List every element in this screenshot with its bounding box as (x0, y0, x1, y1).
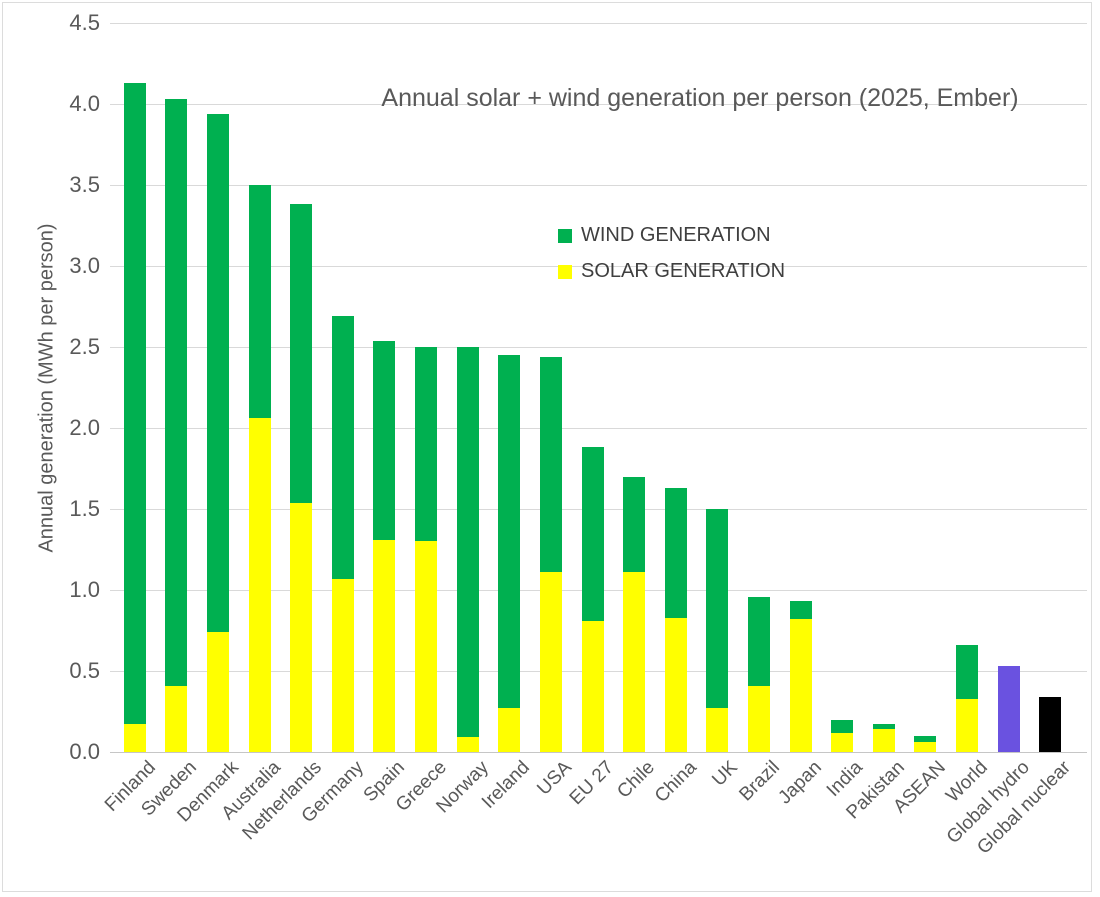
bar-japan (780, 23, 822, 752)
bar-sweden (156, 23, 198, 752)
segment-solar (373, 539, 396, 752)
gridline-3.5 (110, 185, 1087, 186)
chart-title: Annual solar + wind generation per perso… (381, 84, 1019, 112)
segment-other (997, 666, 1020, 752)
segment-wind (914, 735, 937, 743)
gridline-0.0 (110, 752, 1087, 753)
legend-item-solar: SOLAR GENERATION (558, 260, 785, 283)
legend: WIND GENERATION SOLAR GENERATION (558, 224, 785, 296)
segment-wind (456, 347, 479, 738)
bar-pakistan (863, 23, 905, 752)
bar-netherlands (280, 23, 322, 752)
bars-container (114, 23, 1071, 752)
bar-brazil (738, 23, 780, 752)
segment-wind (207, 113, 230, 633)
y-tick-label-3.0: 3.0 (69, 253, 100, 278)
y-tick-label-1.0: 1.0 (69, 577, 100, 602)
segment-wind (872, 724, 895, 730)
segment-solar (248, 418, 271, 752)
segment-wind (623, 476, 646, 573)
segment-wind (539, 356, 562, 573)
y-tick-label-3.5: 3.5 (69, 172, 100, 197)
segment-solar (498, 708, 521, 752)
segment-solar (872, 729, 895, 752)
segment-solar (664, 617, 687, 752)
segment-solar (207, 632, 230, 752)
segment-wind (581, 447, 604, 621)
bar-india (821, 23, 863, 752)
bar-denmark (197, 23, 239, 752)
y-tick-label-2.5: 2.5 (69, 334, 100, 359)
segment-solar (706, 708, 729, 752)
segment-solar (539, 572, 562, 752)
legend-label: WIND GENERATION (581, 224, 771, 246)
bar-norway (447, 23, 489, 752)
segment-solar (914, 742, 937, 752)
y-axis-ticks: 0.0 0.5 1.0 1.5 2.0 2.5 3.0 3.5 4.0 4.5 (0, 0, 100, 897)
y-axis-title: Annual generation (MWh per person) (35, 223, 58, 553)
segment-other (1039, 696, 1062, 752)
legend-item-wind: WIND GENERATION (558, 224, 785, 247)
segment-wind (331, 316, 354, 579)
bar-spain (364, 23, 406, 752)
segment-solar (165, 685, 188, 752)
segment-wind (373, 340, 396, 540)
y-tick-label-4.5: 4.5 (69, 10, 100, 35)
segment-solar (456, 737, 479, 752)
bar-ireland (488, 23, 530, 752)
bar-global-nuclear (1029, 23, 1071, 752)
segment-wind (123, 82, 146, 725)
bar-uk (697, 23, 739, 752)
segment-wind (415, 347, 438, 542)
bar-chile (613, 23, 655, 752)
segment-solar (331, 578, 354, 752)
segment-wind (165, 99, 188, 686)
segment-wind (706, 509, 729, 709)
segment-solar (415, 541, 438, 752)
gridline-2.0 (110, 428, 1087, 429)
y-tick-label-0.0: 0.0 (69, 739, 100, 764)
gridline-4.0 (110, 104, 1087, 105)
segment-wind (664, 487, 687, 618)
bar-eu-27 (572, 23, 614, 752)
segment-wind (789, 601, 812, 620)
segment-wind (290, 204, 313, 503)
segment-solar (290, 502, 313, 752)
bar-greece (405, 23, 447, 752)
segment-solar (623, 572, 646, 752)
gridline-2.5 (110, 347, 1087, 348)
gridline-4.5 (110, 23, 1087, 24)
segment-wind (498, 355, 521, 709)
y-tick-label-0.5: 0.5 (69, 658, 100, 683)
segment-wind (248, 185, 271, 419)
y-tick-label-2.0: 2.0 (69, 415, 100, 440)
segment-solar (789, 619, 812, 752)
bar-usa (530, 23, 572, 752)
segment-solar (831, 732, 854, 752)
segment-solar (955, 698, 978, 752)
segment-solar (747, 685, 770, 752)
y-tick-label-4.0: 4.0 (69, 91, 100, 116)
segment-wind (831, 719, 854, 733)
solar-swatch-icon (558, 264, 572, 279)
segment-wind (955, 645, 978, 699)
bar-germany (322, 23, 364, 752)
bar-australia (239, 23, 281, 752)
gridline-3.0 (110, 266, 1087, 267)
segment-wind (747, 596, 770, 686)
bar-world (946, 23, 988, 752)
wind-swatch-icon (558, 228, 572, 243)
bar-china (655, 23, 697, 752)
bar-global-hydro (988, 23, 1030, 752)
legend-label: SOLAR GENERATION (581, 260, 786, 282)
y-tick-label-1.5: 1.5 (69, 496, 100, 521)
segment-solar (123, 724, 146, 752)
segment-solar (581, 620, 604, 752)
bar-finland (114, 23, 156, 752)
bar-asean (905, 23, 947, 752)
